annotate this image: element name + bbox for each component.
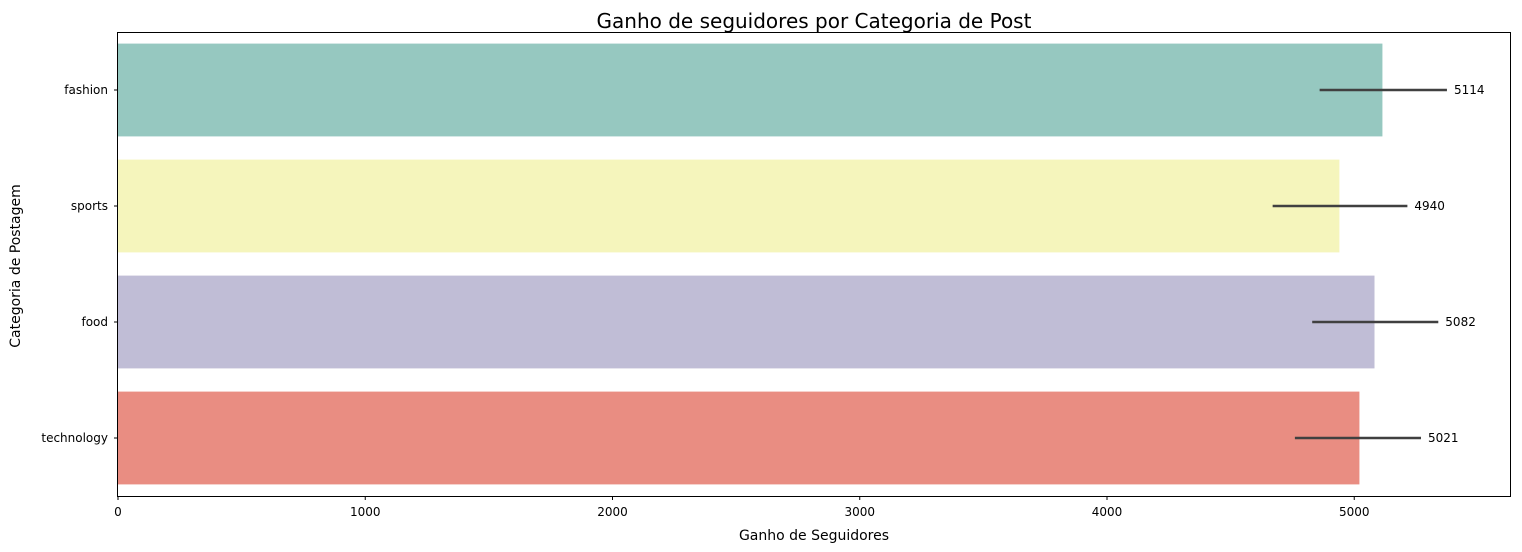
x-ticks-group: 0 1000 2000 3000 4000 5000 bbox=[114, 496, 1370, 519]
plot-area-frame bbox=[117, 32, 1511, 497]
x-tick-label: 5000 bbox=[1339, 505, 1370, 519]
y-axis-label: Categoria de Postagem bbox=[8, 184, 24, 348]
x-tick-label: 1000 bbox=[350, 505, 381, 519]
y-tick-label: food bbox=[81, 315, 108, 329]
y-tick-label: fashion bbox=[64, 83, 108, 97]
bar-sports bbox=[118, 159, 1340, 253]
data-label-sports: 4940 bbox=[1414, 199, 1445, 213]
bar-technology bbox=[118, 391, 1360, 485]
y-ticks-group: fashion sports food technology bbox=[41, 83, 118, 445]
data-label-fashion: 5114 bbox=[1454, 83, 1485, 97]
x-axis-label: Ganho de Seguidores bbox=[739, 528, 889, 544]
x-tick-label: 2000 bbox=[597, 505, 628, 519]
y-tick-label: sports bbox=[71, 199, 108, 213]
y-tick-label: technology bbox=[41, 431, 108, 445]
x-tick-label: 4000 bbox=[1092, 505, 1123, 519]
data-label-technology: 5021 bbox=[1428, 431, 1459, 445]
error-bars-group bbox=[1272, 88, 1447, 440]
bar-fashion bbox=[118, 43, 1383, 137]
x-tick-label: 0 bbox=[114, 505, 122, 519]
bar-food bbox=[118, 275, 1375, 369]
data-labels-group: 5114 4940 5082 5021 bbox=[1414, 83, 1484, 445]
x-tick-label: 3000 bbox=[844, 505, 875, 519]
data-label-food: 5082 bbox=[1445, 315, 1476, 329]
bars-group bbox=[118, 43, 1383, 485]
chart-title: Ganho de seguidores por Categoria de Pos… bbox=[597, 9, 1032, 33]
